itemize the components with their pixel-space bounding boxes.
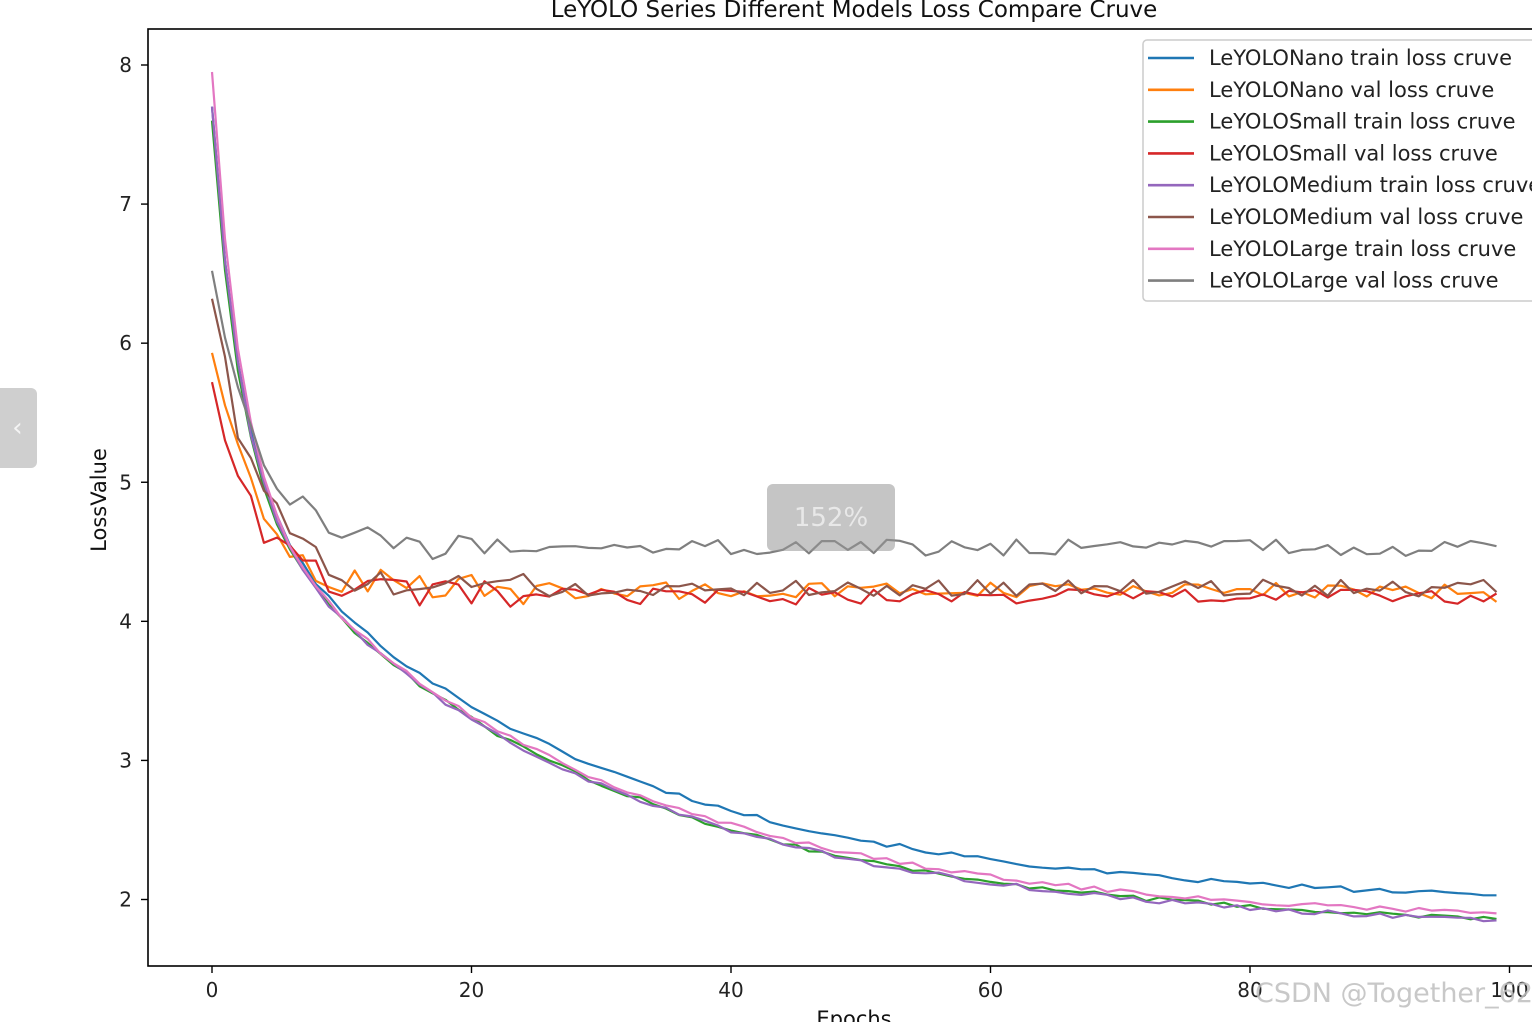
y-tick-label: 8 <box>119 53 132 77</box>
side-panel-toggle[interactable]: ‹ <box>0 388 37 468</box>
x-tick-label: 60 <box>978 978 1003 1002</box>
legend-box <box>1142 39 1532 302</box>
legend-label: LeYOLOSmall train loss cruve <box>1209 110 1516 134</box>
plot-area: 0 20 40 60 80 100 2 3 4 5 6 7 8 LeYOLONano train loss… <box>119 28 1532 1002</box>
x-axis-label: Epochs <box>816 1007 891 1022</box>
y-tick-label: 3 <box>119 748 132 772</box>
y-tick-label: 4 <box>119 609 132 633</box>
legend-label: LeYOLOMedium val loss cruve <box>1209 205 1523 229</box>
legend-label: LeYOLOLarge train loss cruve <box>1209 237 1516 261</box>
chevron-left-icon: ‹ <box>12 413 23 443</box>
chart-title: LeYOLO Series Different Models Loss Comp… <box>551 0 1158 23</box>
y-axis-label: LossValue <box>87 448 111 552</box>
series-line-nano-val <box>210 352 1498 606</box>
y-tick-label: 2 <box>119 888 132 912</box>
legend: LeYOLONano train loss cruve LeYOLONano va… <box>1142 39 1532 302</box>
x-tick-label: 100 <box>1490 978 1528 1002</box>
watermark: CSDN @Together_62 <box>1255 978 1532 1009</box>
legend-label: LeYOLONano train loss cruve <box>1209 46 1512 70</box>
legend-label: LeYOLOSmall val loss cruve <box>1209 141 1498 165</box>
legend-label: LeYOLONano val loss cruve <box>1209 78 1494 102</box>
series-line-medium-val <box>210 298 1498 598</box>
series-line-large-train <box>210 71 1497 915</box>
x-tick-label: 0 <box>206 978 219 1002</box>
legend-label: LeYOLOMedium train loss cruve <box>1209 173 1532 197</box>
x-tick-label: 20 <box>459 978 484 1002</box>
y-tick-label: 7 <box>119 192 132 216</box>
x-tick-label: 40 <box>718 978 743 1002</box>
legend-label: LeYOLOLarge val loss cruve <box>1209 269 1499 293</box>
y-tick-label: 5 <box>119 470 132 494</box>
y-tick-label: 6 <box>119 331 132 355</box>
series-line-small-val <box>210 381 1498 608</box>
plot-frame <box>147 28 1532 967</box>
series-line-nano-train <box>210 106 1497 897</box>
x-tick-label: 80 <box>1237 978 1262 1002</box>
zoom-level-badge: 152% <box>767 484 895 551</box>
